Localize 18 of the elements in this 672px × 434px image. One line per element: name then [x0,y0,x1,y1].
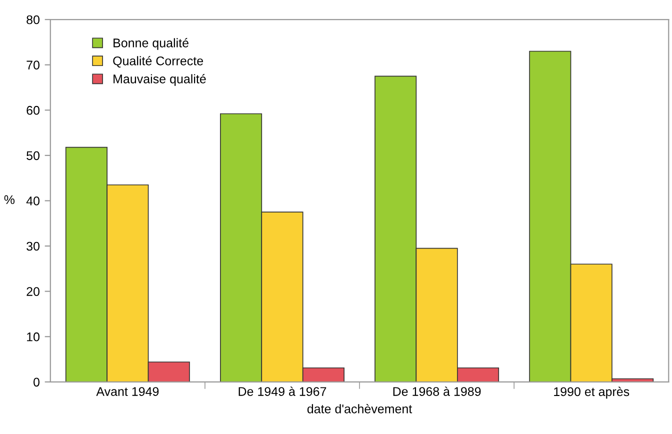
y-tick-label: 80 [26,15,40,24]
legend-label: Mauvaise qualité [114,74,206,86]
x-tick-label: 1990 et après [554,386,630,399]
y-tick-label: 60 [26,106,40,115]
x-tick-label: De 1968 à 1989 [393,386,481,396]
y-axis-title: % [4,195,15,204]
y-tick-label: 10 [27,332,40,342]
y-tick-label: 50 [26,151,40,160]
legend-label: Bonne qualité [114,38,188,50]
x-axis-title: date d'achèvement [307,404,412,414]
y-tick-label: 40 [26,196,40,206]
x-tick-label: De 1949 à 1967 [238,386,326,396]
y-tick-label: 30 [26,242,40,251]
legend-label: Qualité Correcte [113,56,204,68]
x-tick-label: Avant 1949 [96,387,159,396]
y-tick-label: 70 [26,60,40,70]
y-tick-label: 20 [26,287,40,296]
y-tick-label: 0 [34,378,40,387]
